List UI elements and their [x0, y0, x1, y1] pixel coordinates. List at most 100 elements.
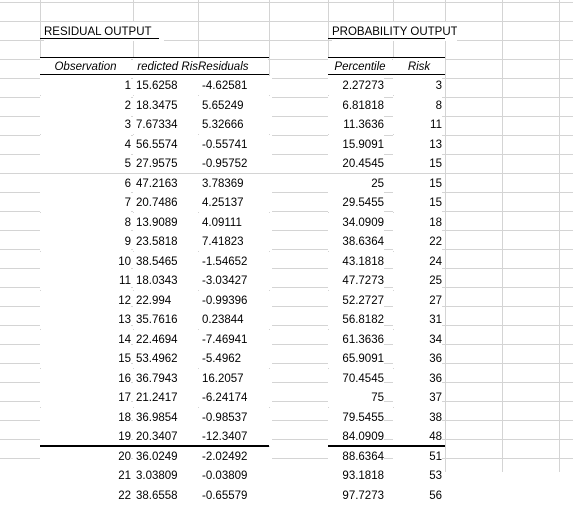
- residual-output-title[interactable]: RESIDUAL OUTPUT: [44, 22, 164, 41]
- predicted-risk-cell[interactable]: 18.0343: [133, 271, 201, 290]
- risk-cell[interactable]: 36: [393, 349, 442, 368]
- observation-cell[interactable]: 3: [40, 115, 131, 134]
- percentile-cell[interactable]: 20.4545: [328, 154, 384, 173]
- percentile-cell[interactable]: 43.1818: [328, 252, 384, 271]
- percentile-cell[interactable]: 25: [328, 174, 384, 193]
- residual-cell[interactable]: -12.3407: [198, 427, 272, 446]
- risk-cell[interactable]: 34: [393, 330, 442, 349]
- risk-cell[interactable]: 3: [393, 76, 442, 95]
- percentile-cell[interactable]: 75: [328, 388, 384, 407]
- risk-cell[interactable]: 11: [393, 115, 442, 134]
- residual-cell[interactable]: -3.03427: [198, 271, 272, 290]
- observation-cell[interactable]: 17: [40, 388, 131, 407]
- residual-cell[interactable]: 4.09111: [198, 213, 272, 232]
- residual-cell[interactable]: -0.98537: [198, 408, 272, 427]
- residual-cell[interactable]: 0.23844: [198, 310, 272, 329]
- risk-cell[interactable]: 8: [393, 96, 442, 115]
- risk-cell[interactable]: 31: [393, 310, 442, 329]
- observation-cell[interactable]: 4: [40, 135, 131, 154]
- observation-cell[interactable]: 16: [40, 369, 131, 388]
- predicted-risk-cell[interactable]: 47.2163: [133, 174, 201, 193]
- residual-cell[interactable]: -0.65579: [198, 486, 272, 505]
- risk-cell[interactable]: 53: [393, 466, 442, 485]
- predicted-risk-cell[interactable]: 13.9089: [133, 213, 201, 232]
- observation-cell[interactable]: 6: [40, 174, 131, 193]
- percentile-cell[interactable]: 29.5455: [328, 193, 384, 212]
- observation-cell[interactable]: 11: [40, 271, 131, 290]
- observation-cell[interactable]: 2: [40, 96, 131, 115]
- risk-cell[interactable]: 25: [393, 271, 442, 290]
- observation-cell[interactable]: 10: [40, 252, 131, 271]
- risk-cell[interactable]: 48: [393, 427, 442, 446]
- observation-cell[interactable]: 22: [40, 486, 131, 505]
- percentile-cell[interactable]: 2.27273: [328, 76, 384, 95]
- observation-cell[interactable]: 13: [40, 310, 131, 329]
- observation-cell[interactable]: 20: [40, 447, 131, 466]
- observation-cell[interactable]: 18: [40, 408, 131, 427]
- observation-cell[interactable]: 9: [40, 232, 131, 251]
- residual-cell[interactable]: 4.25137: [198, 193, 272, 212]
- predicted-risk-cell[interactable]: 38.6558: [133, 486, 201, 505]
- residual-cell[interactable]: -0.55741: [198, 135, 272, 154]
- observation-cell[interactable]: 15: [40, 349, 131, 368]
- residual-cell[interactable]: -2.02492: [198, 447, 272, 466]
- risk-cell[interactable]: 15: [393, 154, 442, 173]
- predicted-risk-cell[interactable]: 38.5465: [133, 252, 201, 271]
- observation-cell[interactable]: 19: [40, 427, 131, 446]
- percentile-cell[interactable]: 34.0909: [328, 213, 384, 232]
- risk-cell[interactable]: 56: [393, 486, 442, 505]
- risk-cell[interactable]: 15: [393, 193, 442, 212]
- percentile-cell[interactable]: 84.0909: [328, 427, 384, 446]
- percentile-cell[interactable]: 88.6364: [328, 447, 384, 466]
- risk-cell[interactable]: 51: [393, 447, 442, 466]
- observation-cell[interactable]: 7: [40, 193, 131, 212]
- header-percentile[interactable]: Percentile: [328, 57, 392, 76]
- header-risk[interactable]: Risk: [393, 57, 445, 76]
- risk-cell[interactable]: 36: [393, 369, 442, 388]
- predicted-risk-cell[interactable]: 35.7616: [133, 310, 201, 329]
- residual-cell[interactable]: -0.03809: [198, 466, 272, 485]
- residual-cell[interactable]: -0.99396: [198, 291, 272, 310]
- predicted-risk-cell[interactable]: 53.4962: [133, 349, 201, 368]
- residual-cell[interactable]: 5.65249: [198, 96, 272, 115]
- risk-cell[interactable]: 18: [393, 213, 442, 232]
- header-predicted-risk[interactable]: redicted Ris: [133, 57, 199, 76]
- predicted-risk-cell[interactable]: 36.7943: [133, 369, 201, 388]
- percentile-cell[interactable]: 70.4545: [328, 369, 384, 388]
- observation-cell[interactable]: 21: [40, 466, 131, 485]
- percentile-cell[interactable]: 6.81818: [328, 96, 384, 115]
- predicted-risk-cell[interactable]: 18.3475: [133, 96, 201, 115]
- residual-cell[interactable]: -0.95752: [198, 154, 272, 173]
- header-residuals[interactable]: Residuals: [198, 57, 268, 76]
- predicted-risk-cell[interactable]: 22.994: [133, 291, 201, 310]
- predicted-risk-cell[interactable]: 15.6258: [133, 76, 201, 95]
- residual-cell[interactable]: -7.46941: [198, 330, 272, 349]
- predicted-risk-cell[interactable]: 7.67334: [133, 115, 201, 134]
- percentile-cell[interactable]: 79.5455: [328, 408, 384, 427]
- predicted-risk-cell[interactable]: 36.9854: [133, 408, 201, 427]
- predicted-risk-cell[interactable]: 20.7486: [133, 193, 201, 212]
- header-observation[interactable]: Observation: [40, 57, 131, 76]
- percentile-cell[interactable]: 93.1818: [328, 466, 384, 485]
- residual-cell[interactable]: -1.54652: [198, 252, 272, 271]
- predicted-risk-cell[interactable]: 23.5818: [133, 232, 201, 251]
- predicted-risk-cell[interactable]: 21.2417: [133, 388, 201, 407]
- percentile-cell[interactable]: 56.8182: [328, 310, 384, 329]
- observation-cell[interactable]: 12: [40, 291, 131, 310]
- residual-cell[interactable]: -5.4962: [198, 349, 272, 368]
- observation-cell[interactable]: 14: [40, 330, 131, 349]
- observation-cell[interactable]: 8: [40, 213, 131, 232]
- risk-cell[interactable]: 13: [393, 135, 442, 154]
- predicted-risk-cell[interactable]: 22.4694: [133, 330, 201, 349]
- risk-cell[interactable]: 15: [393, 174, 442, 193]
- residual-cell[interactable]: 7.41823: [198, 232, 272, 251]
- risk-cell[interactable]: 38: [393, 408, 442, 427]
- risk-cell[interactable]: 27: [393, 291, 442, 310]
- observation-cell[interactable]: 1: [40, 76, 131, 95]
- percentile-cell[interactable]: 61.3636: [328, 330, 384, 349]
- percentile-cell[interactable]: 47.7273: [328, 271, 384, 290]
- predicted-risk-cell[interactable]: 56.5574: [133, 135, 201, 154]
- percentile-cell[interactable]: 38.6364: [328, 232, 384, 251]
- predicted-risk-cell[interactable]: 36.0249: [133, 447, 201, 466]
- observation-cell[interactable]: 5: [40, 154, 131, 173]
